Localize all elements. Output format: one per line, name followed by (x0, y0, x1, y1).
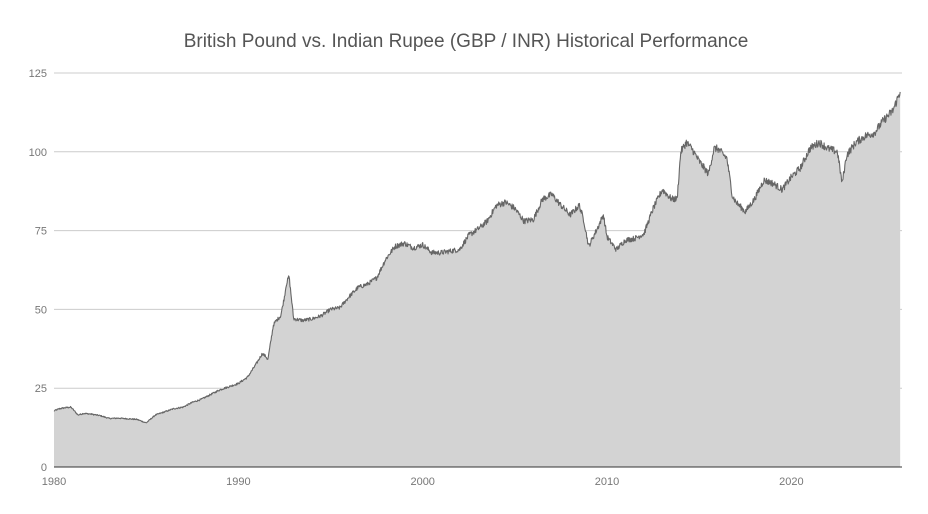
series-line (53, 91, 901, 424)
x-tick-label: 2000 (410, 476, 434, 488)
x-tick-label: 2020 (779, 476, 803, 488)
chart-title: British Pound vs. Indian Rupee (GBP / IN… (184, 31, 749, 52)
plot-area (53, 91, 902, 468)
x-axis-ticks: 1980 1990 2000 2010 2020 (42, 476, 804, 488)
y-tick-label: 125 (29, 68, 47, 80)
y-axis-ticks: 0 25 50 75 100 125 (29, 68, 47, 474)
y-tick-label: 25 (35, 383, 47, 395)
series-area-fill (54, 91, 901, 467)
y-tick-label: 100 (29, 147, 47, 159)
y-tick-label: 75 (35, 226, 47, 238)
y-tick-label: 0 (41, 462, 47, 474)
x-tick-label: 1980 (42, 476, 66, 488)
x-tick-label: 2010 (595, 476, 619, 488)
x-tick-label: 1990 (226, 476, 250, 488)
y-tick-label: 50 (35, 304, 47, 316)
